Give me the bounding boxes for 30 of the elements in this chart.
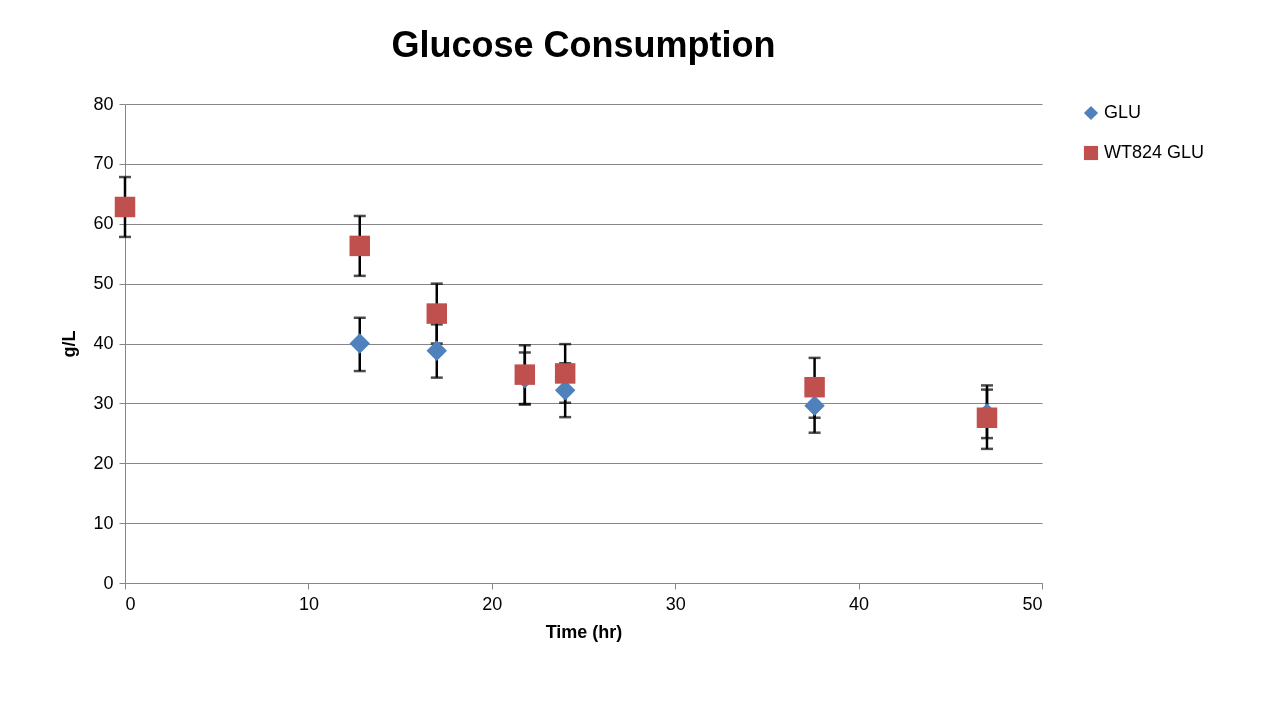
y-tick-label: 20: [93, 452, 114, 473]
y-tick-label: 70: [93, 153, 114, 174]
y-axis-title: g/L: [59, 330, 80, 358]
point: [349, 333, 370, 354]
y-tick-label: 0: [103, 572, 114, 593]
y-tick-label: 60: [93, 213, 114, 234]
point: [554, 363, 576, 384]
x-tick-label: 30: [665, 593, 686, 614]
point: [514, 364, 536, 385]
point: [349, 235, 370, 257]
point: [426, 340, 448, 361]
point: [976, 407, 998, 428]
x-tick-label: 20: [482, 593, 503, 614]
point: [114, 196, 136, 218]
x-axis-title: Time (hr): [545, 621, 623, 642]
y-tick-label: 40: [93, 333, 114, 353]
chart-title: Glucose Consumption: [391, 24, 776, 65]
legend-label: GLU: [1104, 102, 1142, 122]
x-tick-label: 10: [298, 593, 319, 614]
point: [426, 303, 448, 324]
legend-label: WT824 GLU: [1104, 142, 1205, 162]
y-tick-label: 30: [93, 392, 114, 413]
point: [804, 376, 825, 398]
x-tick-label: 40: [849, 593, 870, 614]
x-tick-label: 0: [125, 593, 136, 614]
point: [804, 395, 825, 417]
y-tick-label: 50: [93, 273, 114, 294]
y-tick-label: 10: [93, 512, 114, 533]
x-tick-label: 50: [1022, 593, 1043, 614]
y-tick-label: 80: [93, 93, 114, 114]
